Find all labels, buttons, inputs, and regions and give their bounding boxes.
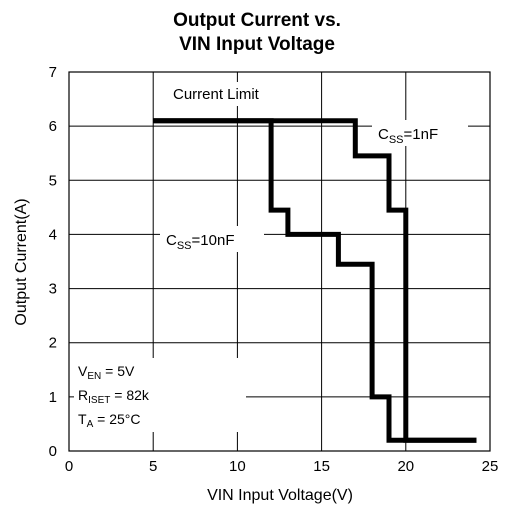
chart-title-line-2: VIN Input Voltage bbox=[179, 34, 335, 55]
y-tick-label: 4 bbox=[49, 226, 57, 243]
css-10nf-label-bg bbox=[160, 226, 264, 252]
y-tick-label: 3 bbox=[49, 281, 57, 298]
tick-labels: 0 5 10 15 20 25 0 1 2 3 4 5 6 7 bbox=[49, 64, 499, 475]
current-limit-label: Current Limit bbox=[173, 86, 260, 103]
condition-riset: RISET = 82k bbox=[78, 387, 150, 406]
y-tick-label: 0 bbox=[49, 443, 57, 460]
y-tick-label: 5 bbox=[49, 172, 57, 189]
chart-title-line-1: Output Current vs. bbox=[173, 10, 341, 31]
x-tick-label: 5 bbox=[149, 458, 157, 475]
x-tick-label: 20 bbox=[397, 458, 414, 475]
plot-frame bbox=[68, 71, 491, 452]
css-1nf-label-bg bbox=[372, 120, 468, 146]
x-tick-label: 25 bbox=[482, 458, 499, 475]
series-line-0 bbox=[153, 118, 477, 443]
x-tick-label: 0 bbox=[65, 458, 73, 475]
conditions-bg bbox=[74, 358, 246, 432]
series-label-css-1nf: CSS=1nF bbox=[378, 126, 438, 146]
series-line-1 bbox=[153, 118, 477, 443]
condition-ta: TA = 25°C bbox=[78, 411, 140, 430]
x-tick-label: 10 bbox=[229, 458, 246, 475]
y-tick-label: 6 bbox=[49, 118, 57, 135]
y-tick-label: 1 bbox=[49, 389, 57, 406]
y-axis-label: Output Current(A) bbox=[13, 198, 30, 325]
x-axis-label: VIN Input Voltage(V) bbox=[207, 487, 353, 504]
condition-ven: VEN = 5V bbox=[78, 363, 135, 382]
series-label-css-10nf: CSS=10nF bbox=[166, 232, 234, 252]
y-tick-label: 2 bbox=[49, 335, 57, 352]
current-limit-label-bg bbox=[166, 82, 284, 106]
series-lines bbox=[153, 118, 477, 443]
x-tick-label: 15 bbox=[313, 458, 330, 475]
y-tick-label: 7 bbox=[49, 64, 57, 81]
